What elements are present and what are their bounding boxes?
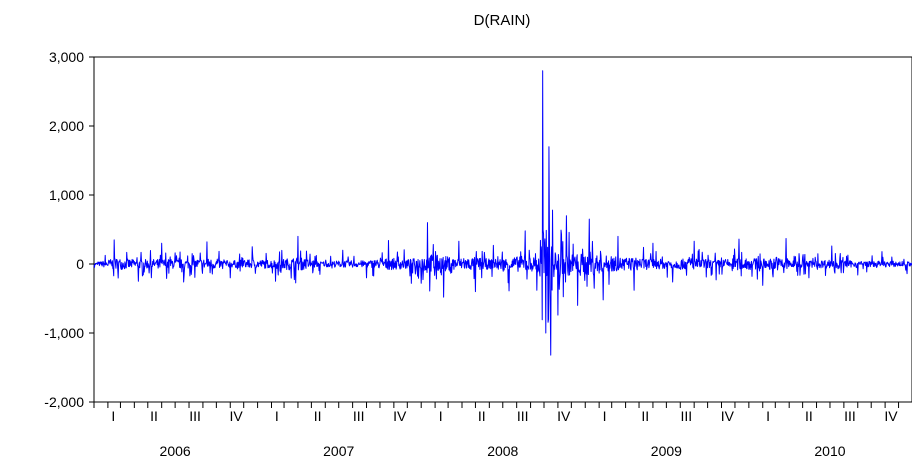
x-quarter-label: I — [275, 408, 279, 424]
x-quarter-label: III — [844, 408, 856, 424]
y-tick-label: 2,000 — [49, 118, 84, 134]
x-quarter-label: IV — [557, 408, 571, 424]
y-axis: -2,000 -1,000 0 1,000 2,000 3,000 — [44, 49, 94, 410]
x-quarter-label: II — [314, 408, 322, 424]
x-quarter-label: II — [805, 408, 813, 424]
x-quarter-label: I — [766, 408, 770, 424]
x-quarter-label: I — [111, 408, 115, 424]
plot-frame — [93, 56, 912, 403]
x-year-label: 2009 — [651, 443, 682, 459]
x-quarter-label: II — [150, 408, 158, 424]
x-year-label: 2007 — [323, 443, 354, 459]
x-quarter-label: IV — [884, 408, 898, 424]
chart-title: D(RAIN) — [474, 12, 531, 29]
x-quarter-label: III — [353, 408, 365, 424]
y-tick-label: 1,000 — [49, 187, 84, 203]
x-quarter-label: I — [603, 408, 607, 424]
x-quarter-label: III — [680, 408, 692, 424]
y-tick-label: 0 — [76, 256, 84, 272]
x-quarter-label: IV — [721, 408, 735, 424]
x-year-label: 2010 — [814, 443, 845, 459]
y-tick-label: -1,000 — [44, 325, 84, 341]
x-year-label: 2008 — [487, 443, 518, 459]
y-tick-label: 3,000 — [49, 49, 84, 65]
x-year-label: 2006 — [160, 443, 191, 459]
y-tick-label: -2,000 — [44, 394, 84, 410]
x-quarter-label: III — [189, 408, 201, 424]
x-quarter-label: IV — [229, 408, 243, 424]
x-quarter-label: I — [439, 408, 443, 424]
x-quarter-label: IV — [393, 408, 407, 424]
data-series-line — [93, 70, 912, 356]
x-quarter-label: III — [517, 408, 529, 424]
x-quarter-label: II — [641, 408, 649, 424]
x-quarter-label: II — [478, 408, 486, 424]
